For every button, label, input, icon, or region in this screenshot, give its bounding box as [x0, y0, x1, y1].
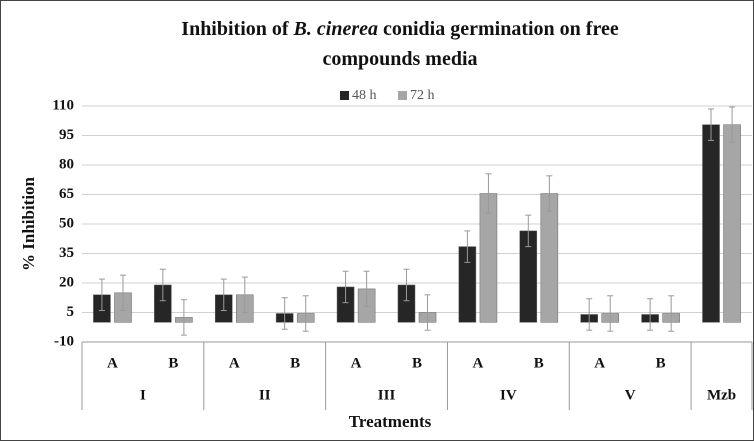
- legend-swatch: [340, 91, 349, 100]
- y-tick-label: 20: [59, 274, 74, 290]
- legend-label: 72 h: [410, 88, 435, 103]
- y-tick-label: 5: [67, 304, 75, 320]
- title-part: compounds media: [322, 48, 477, 70]
- error-bar: [119, 274, 126, 312]
- group-label: V: [625, 387, 636, 403]
- x-tick-label: A: [107, 355, 118, 371]
- title-part: Inhibition of: [181, 18, 293, 40]
- error-bar: [180, 299, 187, 336]
- x-tick-label: A: [229, 355, 240, 371]
- title-part: B. cinerea: [293, 18, 378, 40]
- y-tick-label: 110: [52, 97, 74, 113]
- error-bar: [485, 173, 492, 214]
- y-tick-label: 65: [59, 186, 74, 202]
- x-tick-label: A: [594, 355, 605, 371]
- chart-title: Inhibition of B. cinerea conidia germina…: [181, 18, 619, 40]
- group-label: II: [259, 387, 271, 403]
- legend-swatch: [398, 91, 407, 100]
- y-axis-title: % Inhibition: [19, 176, 38, 271]
- group-label: I: [140, 387, 146, 403]
- x-tick-label: A: [472, 355, 483, 371]
- x-tick-label: B: [290, 355, 300, 371]
- legend-label: 48 h: [352, 88, 377, 103]
- y-tick-label: 50: [59, 215, 74, 231]
- x-tick-label: A: [351, 355, 362, 371]
- group-label: Mzb: [707, 387, 736, 403]
- group-label: IV: [500, 387, 517, 403]
- error-bar: [708, 108, 715, 141]
- y-tick-label: 80: [59, 156, 74, 172]
- y-tick-label: 35: [59, 245, 74, 261]
- y-tick-label: 95: [59, 127, 74, 143]
- bar: [702, 124, 720, 323]
- error-bar: [98, 278, 105, 312]
- error-bar: [220, 278, 227, 312]
- error-bar: [159, 268, 166, 302]
- x-tick-label: B: [168, 355, 178, 371]
- error-bar: [586, 298, 593, 331]
- group-label: III: [378, 387, 396, 403]
- error-bar: [464, 230, 471, 263]
- error-bar: [546, 175, 553, 212]
- error-bar: [647, 298, 654, 331]
- error-bar: [342, 270, 349, 304]
- bar: [723, 124, 741, 323]
- error-bar: [424, 294, 431, 331]
- bar: [540, 193, 559, 323]
- y-tick-label: -10: [54, 333, 74, 349]
- x-axis-title: Treatments: [349, 412, 432, 431]
- error-bar: [607, 295, 614, 332]
- x-tick-label: B: [656, 355, 666, 371]
- x-tick-label: B: [534, 355, 544, 371]
- error-bar: [525, 214, 532, 248]
- error-bar: [729, 106, 736, 143]
- x-tick-label: B: [412, 355, 422, 371]
- error-bar: [241, 276, 248, 313]
- error-bar: [668, 295, 675, 332]
- title-part: conidia germination on free: [378, 18, 619, 40]
- error-bar: [281, 297, 288, 330]
- error-bar: [363, 270, 370, 308]
- error-bar: [403, 268, 410, 302]
- error-bar: [302, 295, 309, 332]
- chart-title: compounds media: [322, 48, 477, 70]
